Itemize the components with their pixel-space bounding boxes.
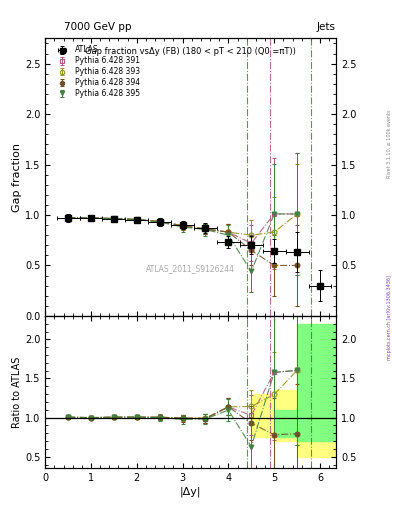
Bar xyxy=(274,410,297,437)
Text: Jets: Jets xyxy=(317,22,336,32)
Text: 7000 GeV pp: 7000 GeV pp xyxy=(64,22,131,32)
Bar xyxy=(251,394,274,437)
X-axis label: |Δy|: |Δy| xyxy=(180,486,201,497)
Bar xyxy=(297,324,336,457)
Text: Rivet 3.1.10, ≥ 100k events: Rivet 3.1.10, ≥ 100k events xyxy=(387,109,392,178)
Text: ATLAS_2011_S9126244: ATLAS_2011_S9126244 xyxy=(146,264,235,273)
Y-axis label: Ratio to ATLAS: Ratio to ATLAS xyxy=(12,356,22,428)
Text: Gap fraction vsΔy (FB) (180 < pT < 210 (Q0 =πT)): Gap fraction vsΔy (FB) (180 < pT < 210 (… xyxy=(85,47,296,56)
Y-axis label: Gap fraction: Gap fraction xyxy=(12,143,22,211)
Legend: ATLAS, Pythia 6.428 391, Pythia 6.428 393, Pythia 6.428 394, Pythia 6.428 395: ATLAS, Pythia 6.428 391, Pythia 6.428 39… xyxy=(51,44,141,100)
Bar xyxy=(297,324,336,441)
Bar xyxy=(274,390,297,441)
Text: mcplots.cern.ch [arXiv:1306.3436]: mcplots.cern.ch [arXiv:1306.3436] xyxy=(387,275,392,360)
